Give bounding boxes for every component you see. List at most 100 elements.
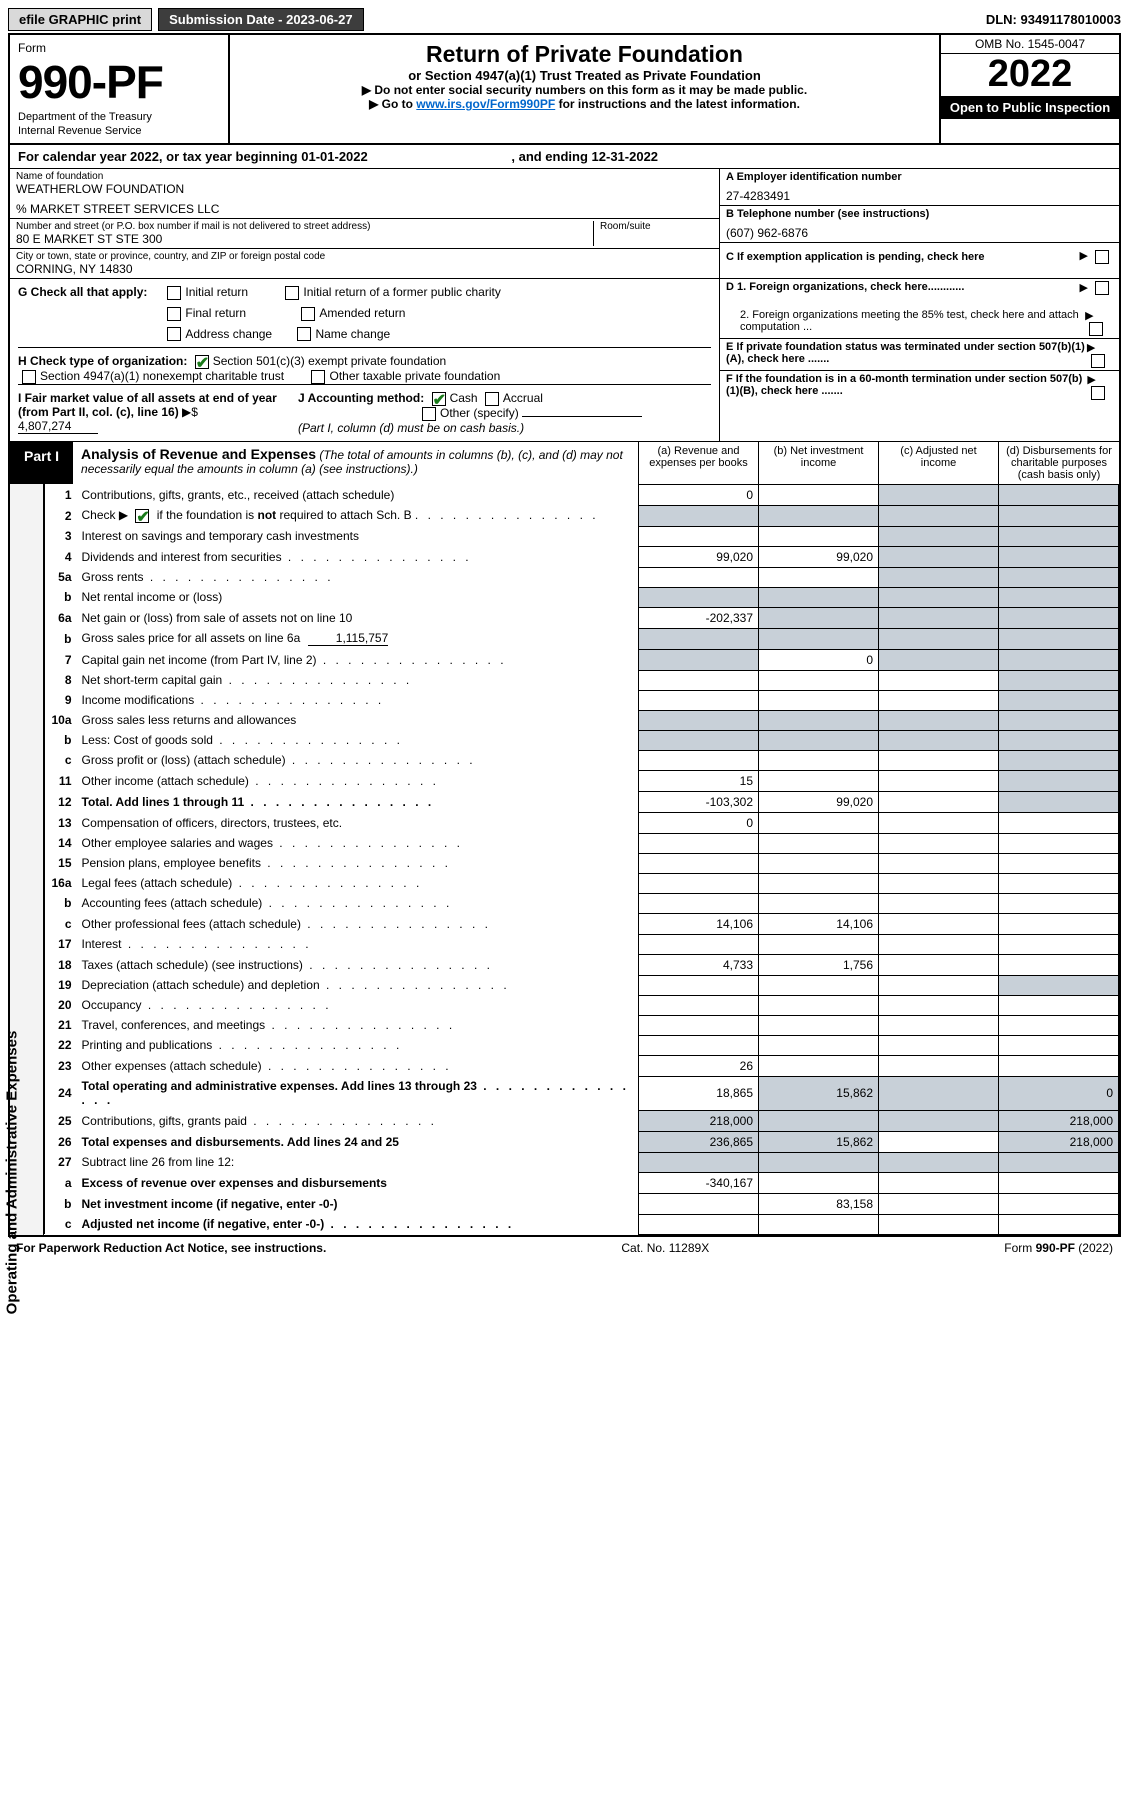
table-row: 26Total expenses and disbursements. Add … <box>45 1131 1119 1152</box>
f-label: F If the foundation is in a 60-month ter… <box>726 373 1087 400</box>
table-row: cOther professional fees (attach schedul… <box>45 913 1119 934</box>
table-row: 16aLegal fees (attach schedule) <box>45 873 1119 893</box>
table-row: 2Check ▶ if the foundation is not requir… <box>45 505 1119 526</box>
room-label: Room/suite <box>600 221 713 232</box>
name-label: Name of foundation <box>16 171 713 182</box>
c-label: C If exemption application is pending, c… <box>726 251 985 263</box>
e-chk[interactable] <box>1091 354 1105 368</box>
part1-title: Analysis of Revenue and Expenses <box>81 446 316 462</box>
table-row: 6aNet gain or (loss) from sale of assets… <box>45 607 1119 628</box>
f-chk[interactable] <box>1091 386 1105 400</box>
c-checkbox[interactable] <box>1095 250 1109 264</box>
col-b-hdr: (b) Net investment income <box>759 442 879 484</box>
table-row: 13Compensation of officers, directors, t… <box>45 812 1119 833</box>
table-row: 20Occupancy <box>45 995 1119 1015</box>
instructions-link[interactable]: www.irs.gov/Form990PF <box>416 97 555 111</box>
part1-header: Part I Analysis of Revenue and Expenses … <box>8 442 1121 484</box>
foundation-name: WEATHERLOW FOUNDATION <box>16 182 713 196</box>
care-of: % MARKET STREET SERVICES LLC <box>16 202 713 216</box>
j-chk-cash[interactable] <box>432 392 446 406</box>
addr-label: Number and street (or P.O. box number if… <box>16 221 593 232</box>
table-row: 4Dividends and interest from securities9… <box>45 546 1119 567</box>
table-row: 5aGross rents <box>45 567 1119 587</box>
footer-mid: Cat. No. 11289X <box>621 1241 709 1255</box>
tax-year: 2022 <box>941 54 1119 96</box>
table-row: 25Contributions, gifts, grants paid218,0… <box>45 1110 1119 1131</box>
table-row: bLess: Cost of goods sold <box>45 730 1119 750</box>
j-label: J Accounting method: <box>298 391 424 405</box>
phone-value: (607) 962-6876 <box>726 226 1113 240</box>
dln: DLN: 93491178010003 <box>986 12 1121 27</box>
omb-no: OMB No. 1545-0047 <box>941 35 1119 54</box>
inspection-badge: Open to Public Inspection <box>941 96 1119 119</box>
col-a-hdr: (a) Revenue and expenses per books <box>639 442 759 484</box>
table-row: 18Taxes (attach schedule) (see instructi… <box>45 954 1119 975</box>
footer-left: For Paperwork Reduction Act Notice, see … <box>16 1241 326 1255</box>
g-chk-final[interactable] <box>167 307 181 321</box>
h-chk-other[interactable] <box>311 370 325 384</box>
i-label: I Fair market value of all assets at end… <box>18 391 277 419</box>
ein-value: 27-4283491 <box>726 189 1113 203</box>
table-row: 1Contributions, gifts, grants, etc., rec… <box>45 484 1119 505</box>
j-chk-accrual[interactable] <box>485 392 499 406</box>
table-row: 24Total operating and administrative exp… <box>45 1076 1119 1110</box>
calendar-year-row: For calendar year 2022, or tax year begi… <box>8 145 1121 169</box>
d2-label: 2. Foreign organizations meeting the 85%… <box>740 309 1085 336</box>
table-row: 27Subtract line 26 from line 12: <box>45 1152 1119 1172</box>
form-title: Return of Private Foundation <box>242 41 927 68</box>
submission-btn[interactable]: Submission Date - 2023-06-27 <box>158 8 364 31</box>
h-chk-501c3[interactable] <box>195 355 209 369</box>
g-chk-initial-former[interactable] <box>285 286 299 300</box>
note-1: ▶ Do not enter social security numbers o… <box>242 83 927 97</box>
entity-info: Name of foundation WEATHERLOW FOUNDATION… <box>8 169 1121 279</box>
street-address: 80 E MARKET ST STE 300 <box>16 232 593 246</box>
table-row: 3Interest on savings and temporary cash … <box>45 526 1119 546</box>
table-row: bGross sales price for all assets on lin… <box>45 628 1119 649</box>
table-row: 23Other expenses (attach schedule)26 <box>45 1055 1119 1076</box>
g-chk-address[interactable] <box>167 327 181 341</box>
j-note: (Part I, column (d) must be on cash basi… <box>298 421 524 435</box>
dept-2: Internal Revenue Service <box>18 125 220 137</box>
note-2: ▶ Go to www.irs.gov/Form990PF for instru… <box>242 97 927 111</box>
d2-chk[interactable] <box>1089 322 1103 336</box>
table-row: cAdjusted net income (if negative, enter… <box>45 1214 1119 1234</box>
form-prefix: Form <box>18 41 220 55</box>
table-row: 12Total. Add lines 1 through 11-103,3029… <box>45 791 1119 812</box>
g-chk-initial[interactable] <box>167 286 181 300</box>
table-row: 9Income modifications <box>45 690 1119 710</box>
h-label: H Check type of organization: <box>18 354 187 368</box>
check-sections: G Check all that apply: Initial return I… <box>8 279 1121 442</box>
table-row: 11Other income (attach schedule)15 <box>45 770 1119 791</box>
city-label: City or town, state or province, country… <box>16 251 713 262</box>
g-chk-name[interactable] <box>297 327 311 341</box>
table-row: bNet rental income or (loss) <box>45 587 1119 607</box>
table-row: 19Depreciation (attach schedule) and dep… <box>45 975 1119 995</box>
table-row: 8Net short-term capital gain <box>45 670 1119 690</box>
top-bar: efile GRAPHIC print Submission Date - 20… <box>8 8 1121 31</box>
phone-label: B Telephone number (see instructions) <box>726 208 1113 220</box>
g-label: G Check all that apply: <box>18 285 147 299</box>
page-footer: For Paperwork Reduction Act Notice, see … <box>8 1237 1121 1259</box>
table-row: 10aGross sales less returns and allowanc… <box>45 710 1119 730</box>
e-label: E If private foundation status was termi… <box>726 341 1087 368</box>
g-chk-amended[interactable] <box>301 307 315 321</box>
table-row: 17Interest <box>45 934 1119 954</box>
d1-chk[interactable] <box>1095 281 1109 295</box>
j-chk-other[interactable] <box>422 407 436 421</box>
col-d-hdr: (d) Disbursements for charitable purpose… <box>999 442 1119 484</box>
revenue-side: Revenue Operating and Administrative Exp… <box>10 484 44 1235</box>
table-row: 21Travel, conferences, and meetings <box>45 1015 1119 1035</box>
table-row: 7Capital gain net income (from Part IV, … <box>45 649 1119 670</box>
part1-table: Revenue Operating and Administrative Exp… <box>8 484 1121 1237</box>
d1-label: D 1. Foreign organizations, check here..… <box>726 281 964 305</box>
table-row: 15Pension plans, employee benefits <box>45 853 1119 873</box>
efile-btn[interactable]: efile GRAPHIC print <box>8 8 152 31</box>
form-number: 990-PF <box>18 55 220 109</box>
i-value: 4,807,274 <box>18 419 98 434</box>
table-row: 14Other employee salaries and wages <box>45 833 1119 853</box>
ein-label: A Employer identification number <box>726 171 1113 183</box>
h-chk-4947[interactable] <box>22 370 36 384</box>
col-c-hdr: (c) Adjusted net income <box>879 442 999 484</box>
table-row: cGross profit or (loss) (attach schedule… <box>45 750 1119 770</box>
form-header: Form 990-PF Department of the Treasury I… <box>8 33 1121 145</box>
